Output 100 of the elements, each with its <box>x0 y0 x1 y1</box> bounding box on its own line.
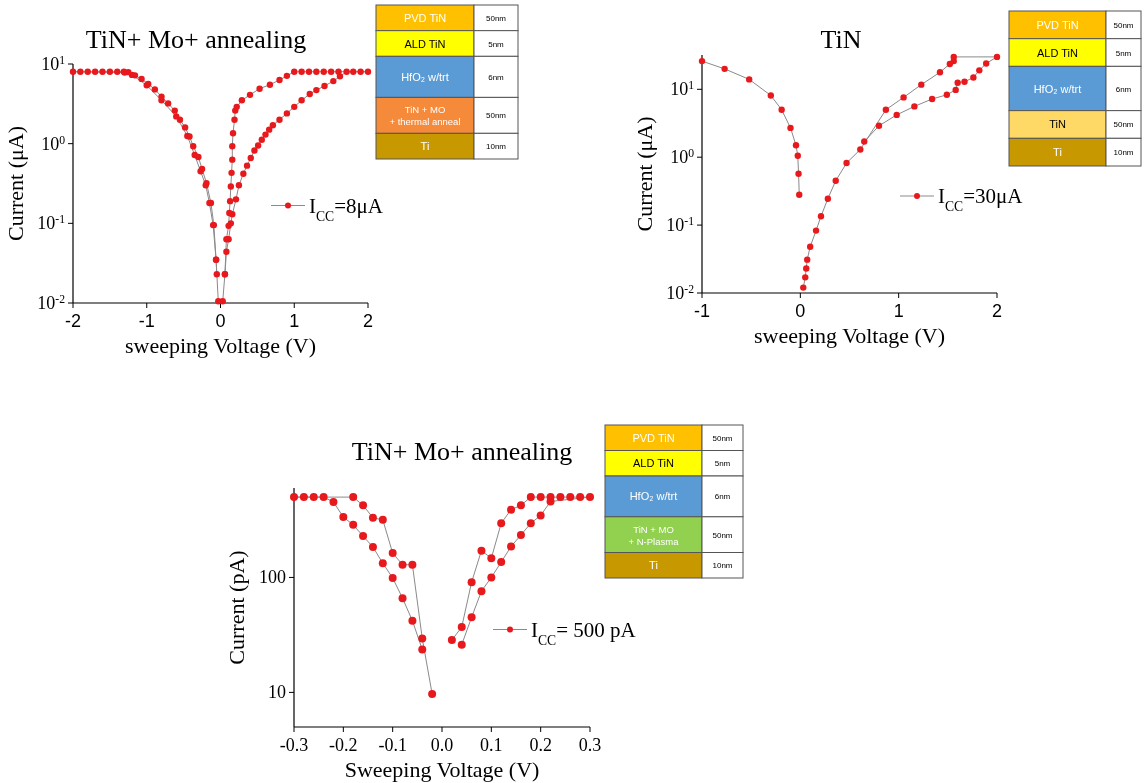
category-label: Ti <box>420 140 430 153</box>
point <box>319 493 328 502</box>
point <box>359 501 368 510</box>
point <box>900 94 907 101</box>
point <box>477 587 486 596</box>
point <box>368 543 377 552</box>
point <box>954 79 961 86</box>
point <box>800 284 807 291</box>
point <box>349 493 358 502</box>
x-tick-label: 2 <box>991 301 1003 321</box>
point <box>943 91 951 98</box>
category-label: Ti <box>649 559 658 572</box>
x-tick-label: -1 <box>693 301 711 321</box>
category-label: PVD TiN <box>403 11 447 24</box>
point <box>721 65 728 73</box>
point <box>802 274 809 281</box>
category-label: 50nm <box>712 530 733 540</box>
point <box>792 142 800 149</box>
point <box>952 86 959 94</box>
point <box>477 546 486 555</box>
category-label: 10nm <box>485 142 507 152</box>
point <box>824 195 832 202</box>
x-tick-label: -0.1 <box>378 735 407 755</box>
point <box>795 170 802 177</box>
point <box>566 493 575 502</box>
point <box>767 92 775 99</box>
category-label: 50nm <box>485 13 507 23</box>
chart-title: TiN+ Mo+ annealing <box>85 25 307 54</box>
category-label: 50nm <box>712 433 733 443</box>
category-label: HfO₂ w/trt <box>1033 82 1082 95</box>
legend-label: I$_{CC}$=8μA <box>309 193 384 223</box>
x-tick-label: 1 <box>893 301 904 321</box>
category-label: 50nm <box>1113 20 1134 30</box>
point <box>408 560 417 569</box>
y-tick-label: 10$^{-1}$ <box>37 212 66 234</box>
point <box>586 493 594 502</box>
x-tick-label: 0.0 <box>430 735 454 755</box>
point <box>857 146 864 153</box>
y-tick-label: 10$^{-1}$ <box>666 214 695 236</box>
y-tick-label: 10 <box>268 682 286 703</box>
point <box>796 191 803 198</box>
point <box>817 213 825 220</box>
x-tick-label: 0 <box>795 301 806 321</box>
point <box>875 122 883 129</box>
y-tick-label: 10$^{1}$ <box>670 78 695 100</box>
point <box>961 78 968 85</box>
y-tick-label: 10$^{1}$ <box>41 53 66 74</box>
point <box>526 493 535 502</box>
point <box>893 111 900 119</box>
point <box>918 81 925 88</box>
category-label: 6nm <box>488 72 504 82</box>
x-axis-title: sweeping Voltage (V) <box>753 323 946 348</box>
point <box>497 558 506 567</box>
point <box>812 227 820 234</box>
x-tick-label: -0.2 <box>329 735 358 755</box>
point <box>516 501 525 510</box>
y-tick-label: 10$^{0}$ <box>670 146 695 168</box>
point <box>487 573 496 582</box>
point <box>457 623 466 632</box>
point <box>507 505 516 514</box>
y-axis-title: Current (μA) <box>632 116 657 232</box>
y-axis-title: Current (pA) <box>224 550 249 665</box>
point <box>806 243 814 250</box>
x-tick-label: 1 <box>289 311 300 331</box>
category-label: 6nm <box>714 492 731 502</box>
point <box>408 616 417 625</box>
point <box>299 493 308 502</box>
x-tick-label: 2 <box>362 311 374 331</box>
y-axis-title: Current (μA) <box>3 125 28 242</box>
category-label: ALD TiN <box>404 37 446 50</box>
point <box>861 138 868 145</box>
x-axis-title: Sweeping Voltage (V) <box>344 757 540 782</box>
point <box>398 560 407 569</box>
point <box>746 76 753 83</box>
category-label: 10nm <box>712 561 733 571</box>
category-label: TiN + MO + N-Plasma <box>628 523 679 547</box>
chart-title: TiN <box>820 25 862 54</box>
point <box>576 493 585 502</box>
point <box>290 493 298 502</box>
category-label: PVD TiN <box>632 431 675 444</box>
point <box>507 542 516 551</box>
y-tick-label: 10$^{-2}$ <box>666 282 695 303</box>
x-tick-label: 0.1 <box>480 735 503 755</box>
point <box>378 515 387 524</box>
point <box>467 613 476 622</box>
point <box>794 152 801 159</box>
category-label: 50nm <box>485 111 507 121</box>
category-label: PVD TiN <box>1036 18 1079 31</box>
point <box>388 573 397 582</box>
point <box>359 532 368 541</box>
point <box>418 645 427 654</box>
category-label: 6nm <box>1115 84 1132 94</box>
x-tick-label: 0.2 <box>529 735 552 755</box>
point <box>556 493 565 502</box>
point <box>329 498 338 507</box>
x-tick-label: -0.3 <box>279 735 309 755</box>
point <box>778 106 785 113</box>
point <box>803 265 810 272</box>
category-label: HfO₂ w/trt <box>401 70 449 83</box>
point <box>936 69 944 76</box>
